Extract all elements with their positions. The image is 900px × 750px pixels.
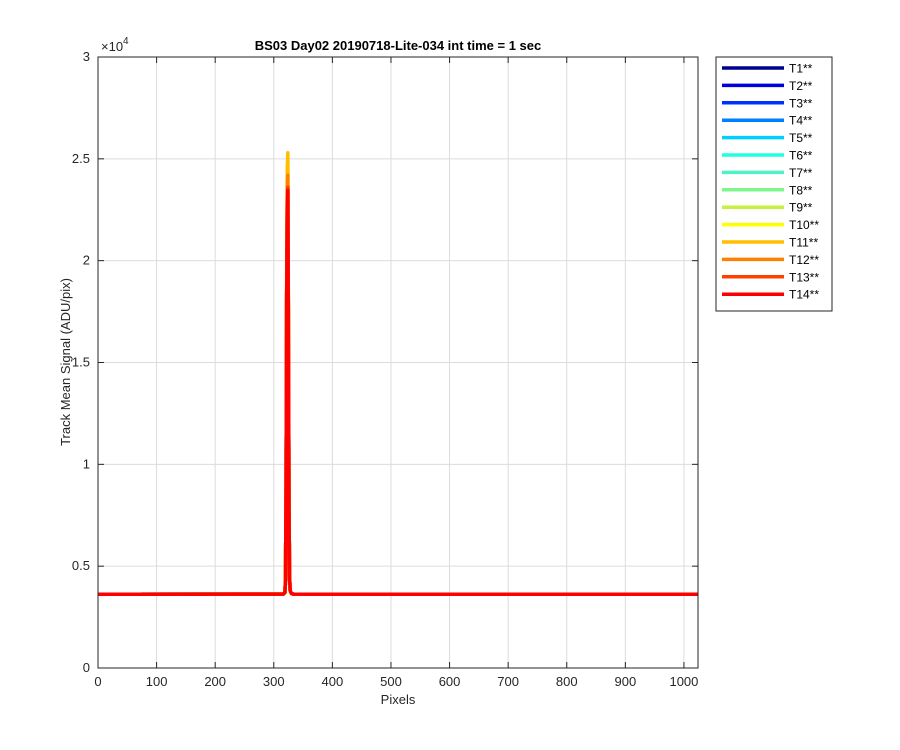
legend-label: T14**	[789, 288, 819, 302]
y-tick-label: 0.5	[72, 558, 90, 573]
legend-entry: T2**	[722, 79, 813, 93]
legend-entry: T14**	[722, 288, 819, 302]
legend-label: T3**	[789, 96, 813, 110]
x-tick-label: 400	[322, 674, 344, 689]
legend-entry: T10**	[722, 218, 819, 232]
y-tick-label: 1.5	[72, 355, 90, 370]
legend-label: T7**	[789, 166, 813, 180]
legend-label: T5**	[789, 131, 813, 145]
legend-items: T1** T2** T3** T4** T5** T6** T7** T8** T9** T10*…	[722, 62, 819, 302]
chart-title: BS03 Day02 20190718-Lite-034 int time = …	[255, 38, 542, 53]
legend-entry: T4**	[722, 114, 813, 128]
x-tick-label: 600	[439, 674, 461, 689]
legend-entry: T9**	[722, 201, 813, 215]
y-tick-label: 0	[83, 660, 90, 675]
legend-entry: T7**	[722, 166, 813, 180]
series-line-14	[97, 188, 699, 597]
y-tick-label: 3	[83, 49, 90, 64]
y-tick-label: 2	[83, 253, 90, 268]
series-lines	[97, 150, 699, 597]
grid	[98, 57, 698, 668]
legend-entry: T5**	[722, 131, 813, 145]
legend-box	[715, 56, 833, 312]
legend-label: T11**	[789, 236, 818, 250]
legend-entry: T8**	[722, 183, 813, 197]
x-tick-label: 800	[556, 674, 578, 689]
x-tick-label: 900	[614, 674, 636, 689]
y-tick-label: 2.5	[72, 151, 90, 166]
legend: T1** T2** T3** T4** T5** T6** T7** T8** T9** T10*…	[715, 56, 833, 312]
y-axis-label: Track Mean Signal (ADU/pix)	[58, 278, 73, 446]
legend-label: T9**	[789, 201, 813, 215]
legend-label: T4**	[789, 114, 813, 128]
x-tick-label: 500	[380, 674, 402, 689]
x-tick-label: 300	[263, 674, 285, 689]
y-exponent-power: 4	[123, 36, 129, 47]
legend-label: T10**	[789, 218, 819, 232]
legend-label: T8**	[789, 183, 813, 197]
ticks: 0 100 200 300 400 500 600 700 800 900 1000 0 0.5 1 1.5…	[72, 49, 698, 689]
x-axis-label: Pixels	[381, 692, 416, 707]
x-tick-label: 200	[204, 674, 226, 689]
legend-entry: T12**	[722, 253, 819, 267]
x-tick-label: 100	[146, 674, 168, 689]
y-axis-exponent: ×10 4	[101, 36, 129, 54]
legend-entry: T11**	[722, 236, 818, 250]
x-tick-label: 1000	[669, 674, 698, 689]
legend-entry: T1**	[722, 62, 813, 76]
x-tick-label: 0	[94, 674, 101, 689]
y-tick-label: 1	[83, 456, 90, 471]
legend-entry: T3**	[722, 96, 813, 110]
x-tick-label: 700	[497, 674, 519, 689]
legend-entry: T13**	[722, 270, 819, 284]
legend-label: T2**	[789, 79, 813, 93]
legend-label: T1**	[789, 62, 813, 76]
legend-entry: T6**	[722, 149, 813, 163]
legend-label: T13**	[789, 270, 819, 284]
legend-label: T12**	[789, 253, 819, 267]
legend-label: T6**	[789, 149, 813, 163]
y-exponent-base: ×10	[101, 39, 123, 54]
